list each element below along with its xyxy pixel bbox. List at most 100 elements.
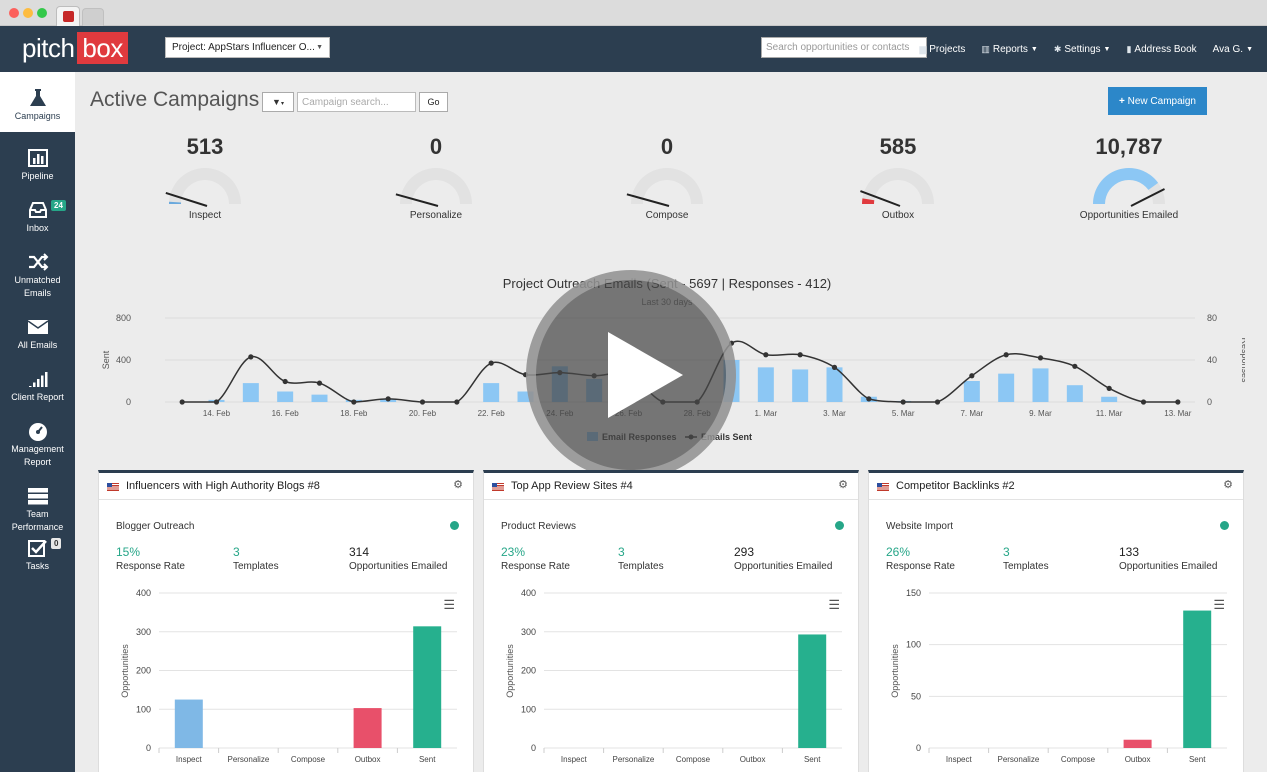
gauge-label: Compose: [645, 210, 689, 221]
y-tick-label: 50: [911, 691, 921, 701]
sidebar-item-3[interactable]: Unmatched Emails: [0, 244, 75, 306]
nav-link-3[interactable]: ▮ Address Book: [1126, 44, 1196, 55]
sidebar-item-5[interactable]: Client Report: [0, 361, 75, 411]
dashboard-icon: [28, 423, 47, 441]
stat-label: Opportunities Emailed: [734, 561, 833, 572]
sidebar-item-label: Unmatched Emails: [14, 275, 61, 298]
nav-link-0[interactable]: ▆ Projects: [919, 44, 965, 55]
browser-tab-active[interactable]: [56, 6, 80, 26]
search-input[interactable]: [761, 37, 927, 58]
emails-sent-point: [1003, 352, 1009, 358]
sidebar-badge: 24: [51, 200, 66, 211]
hamburger-menu-icon[interactable]: ☰: [828, 597, 840, 612]
status-dot: [1220, 521, 1229, 530]
stat-value: 3: [1003, 545, 1010, 559]
y-tick-label: 400: [136, 588, 151, 598]
left-tick-label: 800: [116, 313, 131, 323]
emails-sent-point: [797, 352, 803, 358]
stat-label: Templates: [1003, 561, 1049, 572]
legend-item-sent[interactable]: Emails Sent: [701, 432, 752, 442]
response-bar: [517, 391, 534, 402]
pitchbox-logo[interactable]: pitch box: [22, 32, 128, 64]
hamburger-menu-icon[interactable]: ☰: [443, 597, 455, 612]
sidebar-item-label: Inbox: [26, 223, 49, 233]
y-tick-label: 100: [136, 704, 151, 714]
stat-label: Opportunities Emailed: [1119, 561, 1218, 572]
emails-sent-point: [934, 399, 941, 405]
y-tick-label: 100: [521, 704, 536, 714]
favicon-icon: [63, 11, 74, 22]
caret-down-icon: ▼: [1103, 45, 1111, 53]
y-tick-label: 0: [531, 743, 536, 753]
stat-templates: 3 Templates: [618, 545, 664, 572]
panel-header: Competitor Backlinks #2 ⚙: [869, 473, 1243, 500]
y-axis-label: Opportunities: [505, 644, 515, 698]
nav-link-1[interactable]: ▥ Reports ▼: [981, 44, 1037, 55]
window-maximize-button[interactable]: [37, 8, 47, 18]
browser-tab-new[interactable]: [82, 8, 104, 26]
stat-value: 3: [233, 545, 240, 559]
y-tick-label: 200: [521, 666, 536, 676]
hamburger-menu-icon[interactable]: ☰: [1213, 597, 1225, 612]
sidebar-item-6[interactable]: Management Report: [0, 413, 75, 475]
campaign-title-link[interactable]: Competitor Backlinks #2: [896, 480, 1015, 492]
sidebar-item-0[interactable]: Campaigns: [0, 72, 75, 132]
filter-dropdown-button[interactable]: ▼▾: [262, 92, 294, 112]
flask-icon: [29, 89, 46, 106]
video-play-button[interactable]: [526, 270, 736, 480]
gauge-label: Outbox: [881, 210, 915, 221]
x-category-label: Inspect: [561, 755, 588, 764]
window-minimize-button[interactable]: [23, 8, 33, 18]
campaign-title-link[interactable]: Top App Review Sites #4: [511, 480, 633, 492]
emails-sent-point: [763, 352, 769, 358]
shuffle-icon: [28, 253, 48, 271]
stage-bar: [798, 634, 827, 748]
sidebar-item-8[interactable]: Tasks: [0, 530, 75, 580]
gauge-dial: [165, 168, 241, 207]
response-bar: [242, 383, 259, 402]
emails-sent-point: [454, 399, 460, 405]
new-campaign-button[interactable]: + New Campaign: [1108, 87, 1207, 115]
sidebar-item-7[interactable]: Team Performance: [0, 478, 75, 532]
panel-header: Top App Review Sites #4 ⚙: [484, 473, 858, 500]
sidebar-item-4[interactable]: All Emails: [0, 309, 75, 359]
stat-response_rate: 26% Response Rate: [886, 545, 955, 572]
sidebar: Campaigns Pipeline Inbox 24 Unmatched Emails…: [0, 72, 75, 772]
sidebar-item-2[interactable]: Inbox: [0, 192, 75, 242]
emails-sent-point: [419, 399, 426, 405]
response-bar: [963, 381, 980, 402]
nav-link-2[interactable]: ✱ Settings ▼: [1054, 44, 1111, 55]
sidebar-item-label: Client Report: [11, 392, 64, 402]
x-category-label: Personalize: [612, 755, 654, 764]
signal-icon: [28, 372, 47, 387]
x-category-label: Inspect: [176, 755, 203, 764]
top-navbar: pitch box Project: AppStars Influencer O…: [0, 26, 1267, 72]
gear-icon[interactable]: ⚙: [838, 479, 848, 491]
sidebar-item-1[interactable]: Pipeline: [0, 140, 75, 190]
response-bar: [757, 367, 774, 402]
stat-label: Templates: [233, 561, 279, 572]
campaign-search-input[interactable]: [297, 92, 416, 112]
gear-icon[interactable]: ⚙: [1223, 479, 1233, 491]
go-button[interactable]: Go: [419, 92, 448, 112]
x-category-label: Compose: [1061, 755, 1096, 764]
new-campaign-label: New Campaign: [1127, 95, 1196, 107]
response-bar: [483, 383, 500, 402]
window-close-button[interactable]: [9, 8, 19, 18]
project-select[interactable]: Project: AppStars Influencer O... ▼: [165, 37, 330, 58]
nav-link-label: Ava G.: [1212, 43, 1244, 55]
status-dot: [450, 521, 459, 530]
campaign-type: Website Import: [886, 521, 954, 532]
stat-value: 3: [618, 545, 625, 559]
stat-label: Response Rate: [886, 561, 955, 572]
checkbox-icon: [27, 540, 47, 557]
filter-icon: ▼: [272, 97, 281, 107]
gear-icon[interactable]: ⚙: [453, 479, 463, 491]
nav-link-label: Reports: [992, 43, 1028, 55]
stat-label: Response Rate: [116, 561, 185, 572]
nav-link-4[interactable]: Ava G. ▼: [1213, 44, 1253, 55]
x-category-label: Outbox: [740, 755, 766, 764]
gauge-0: 513 Inspect: [125, 132, 285, 221]
page-title: Active Campaigns: [90, 88, 260, 111]
campaign-title-link[interactable]: Influencers with High Authority Blogs #8: [126, 480, 320, 492]
